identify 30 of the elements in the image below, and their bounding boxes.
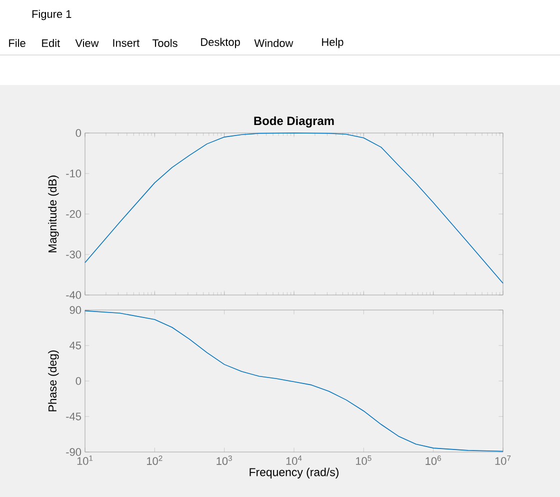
y-tick-label: 90 — [70, 306, 82, 314]
x-tick-label: 10$^{3}$ — [216, 456, 232, 465]
y-tick-label: 0 — [76, 377, 82, 385]
text: Insert — [113, 39, 140, 47]
caption: Figure 1 — [32, 10, 72, 20]
y-axis-title: Phase (deg) — [48, 350, 59, 412]
x-tick-label: 10$^{4}$ — [286, 456, 302, 465]
x-axis-title: Frequency (rad/s) — [250, 468, 338, 478]
y-tick-label: 0 — [76, 129, 82, 137]
x-tick-label: 10$^{7}$ — [495, 456, 511, 465]
x-tick-label: 10$^{1}$ — [77, 456, 93, 465]
x-tick-label: 10$^{6}$ — [426, 456, 441, 465]
y-tick-label: -30 — [66, 250, 82, 258]
y-tick-label: -40 — [66, 291, 82, 299]
y-tick-label: -45 — [66, 412, 82, 420]
text: View — [75, 38, 99, 48]
x-tick-label: 10$^{5}$ — [356, 456, 372, 465]
x-tick-label: 10$^{2}$ — [147, 456, 162, 465]
y-tick-label: -90 — [66, 448, 82, 456]
chart-title: Bode Diagram — [254, 116, 334, 128]
text: Edit — [42, 38, 60, 48]
text: Help — [322, 38, 344, 48]
y-tick-label: -20 — [66, 210, 82, 218]
y-tick-label: -10 — [66, 170, 82, 178]
y-axis-title: Magnitude (dB) — [48, 176, 59, 252]
text: Desktop — [201, 38, 240, 48]
text: Window — [254, 38, 294, 48]
text: Tools — [152, 38, 178, 48]
y-tick-label: 45 — [70, 342, 82, 350]
text: File — [9, 38, 26, 48]
